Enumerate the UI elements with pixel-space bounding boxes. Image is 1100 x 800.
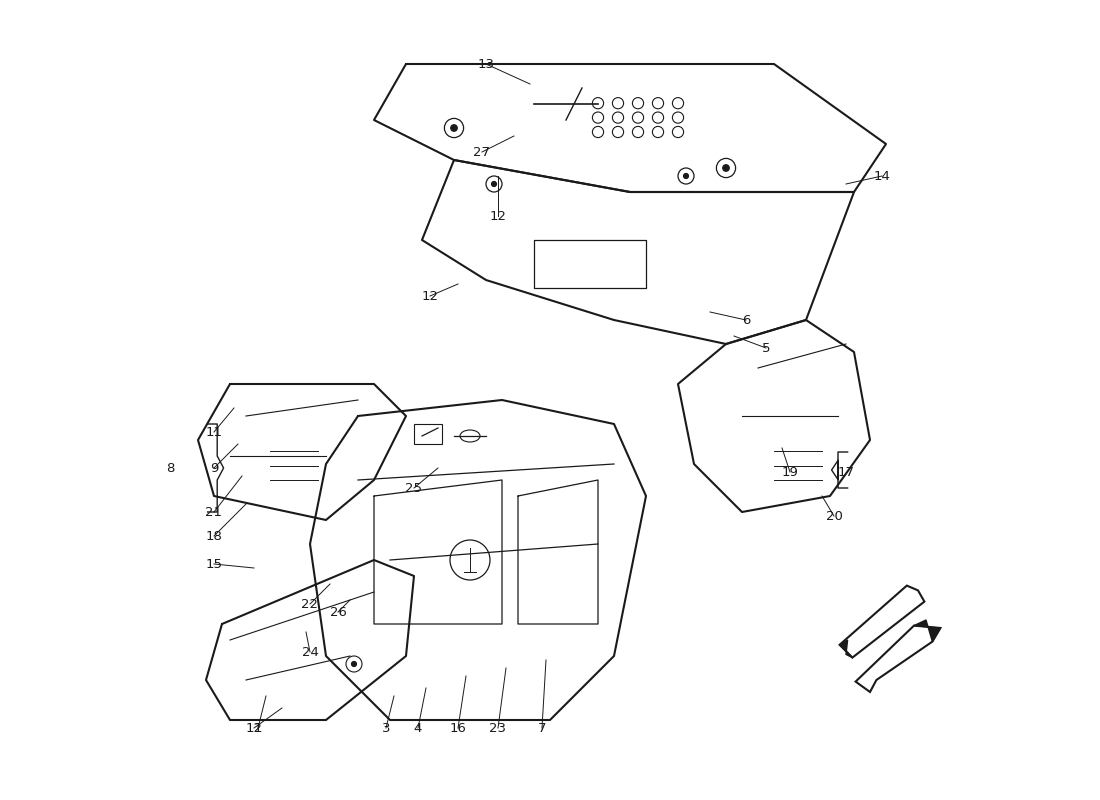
Text: 26: 26 (330, 606, 346, 618)
Text: 23: 23 (490, 722, 506, 734)
Text: 12: 12 (490, 210, 506, 222)
Text: 12: 12 (245, 722, 263, 734)
Text: 12: 12 (421, 290, 439, 302)
Circle shape (723, 165, 729, 171)
Text: 22: 22 (301, 598, 319, 610)
Text: 25: 25 (406, 482, 422, 494)
Polygon shape (856, 626, 940, 692)
Text: 16: 16 (450, 722, 466, 734)
Text: 9: 9 (210, 462, 218, 474)
Text: 13: 13 (477, 58, 495, 70)
Text: 7: 7 (538, 722, 547, 734)
Text: 21: 21 (206, 506, 222, 518)
Text: 1: 1 (254, 722, 262, 734)
Polygon shape (914, 620, 940, 642)
Polygon shape (839, 640, 853, 658)
Polygon shape (839, 586, 924, 658)
Text: 15: 15 (206, 558, 222, 570)
Text: 19: 19 (782, 466, 799, 478)
Text: 3: 3 (382, 722, 390, 734)
Text: 8: 8 (166, 462, 174, 474)
Text: 27: 27 (473, 146, 491, 158)
Text: 18: 18 (206, 530, 222, 542)
Text: 6: 6 (741, 314, 750, 326)
Circle shape (451, 125, 458, 131)
Text: 11: 11 (206, 426, 222, 438)
Text: 17: 17 (837, 466, 855, 478)
Circle shape (492, 182, 496, 186)
Circle shape (352, 662, 356, 666)
Circle shape (683, 174, 689, 178)
Text: 24: 24 (301, 646, 318, 658)
Text: 20: 20 (826, 510, 843, 522)
Text: 5: 5 (761, 342, 770, 354)
Text: 14: 14 (873, 170, 890, 182)
Text: 4: 4 (414, 722, 422, 734)
Bar (414, 424, 442, 444)
